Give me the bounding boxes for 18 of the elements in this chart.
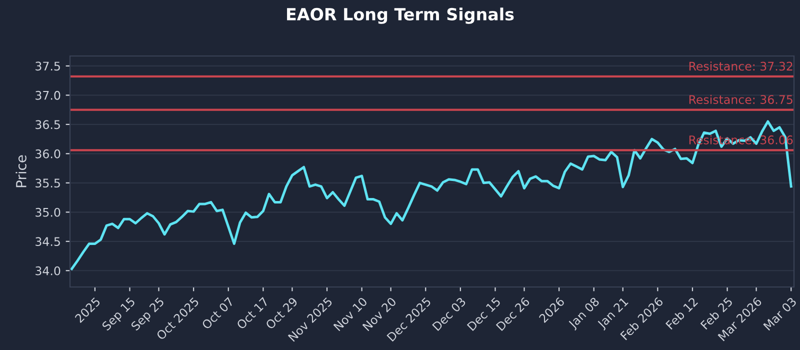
x-tick-label: Feb 12: [665, 296, 698, 330]
x-tick-label: Dec 03: [432, 296, 466, 332]
x-tick-label: Oct 07: [201, 296, 234, 330]
y-tick-label: 35.5: [36, 178, 60, 188]
y-tick-label: 34.0: [36, 266, 60, 276]
y-tick-label: 35.0: [36, 208, 60, 217]
line-series: [70, 120, 792, 270]
chart-title: EAOR Long Term Signals: [287, 8, 514, 24]
ref-line-label: Resistance: 36.75: [689, 94, 792, 104]
y-tick-label: 36.5: [36, 120, 60, 130]
ref-line-label: Resistance: 37.32: [689, 62, 792, 71]
y-tick-label: 34.5: [36, 237, 60, 246]
y-tick-label: 36.0: [36, 149, 60, 158]
y-tick-label: 37.5: [36, 62, 60, 71]
y-axis-title: Price: [16, 155, 26, 188]
x-tick-label: Oct 29: [265, 296, 298, 330]
x-tick-label: Mar 03: [763, 296, 797, 331]
y-tick-label: 37.0: [36, 90, 60, 100]
